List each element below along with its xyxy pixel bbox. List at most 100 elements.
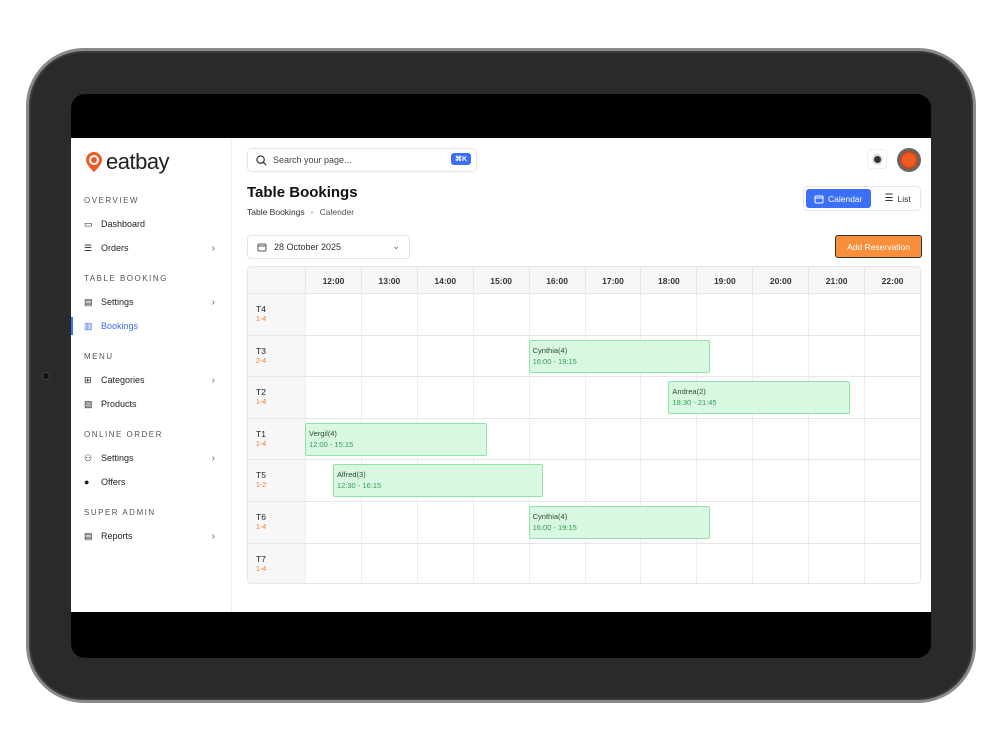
table-row: T5 1-2 [248, 460, 920, 502]
table-row: T3 2-4 [248, 335, 920, 378]
breadcrumb-item[interactable]: Table Bookings [247, 207, 305, 217]
sun-icon [873, 155, 881, 163]
table-capacity: 1-4 [256, 316, 267, 323]
table-name: T4 [256, 304, 266, 314]
camera [42, 372, 50, 380]
table-label: T6 1-4 [248, 502, 305, 543]
search-placeholder: Search your page... [273, 155, 352, 165]
chevron-right-icon: › [211, 296, 215, 308]
table-row: T1 1-4 [248, 418, 920, 461]
logo-pin-icon [86, 152, 102, 172]
sidebar-section-label: ONLINE ORDER [84, 430, 163, 439]
list-icon: ☰ [884, 193, 894, 204]
table-name: T7 [256, 553, 266, 564]
layout-icon: ▥ [84, 320, 93, 331]
breadcrumb-separator: • [310, 207, 314, 217]
sidebar-item-label: Settings [101, 453, 134, 463]
search-icon [256, 154, 267, 166]
booking-time: 12:30 - 16:15 [336, 481, 382, 491]
users-icon: ⚇ [84, 452, 93, 463]
booking-guest: Cynthia(4) [532, 345, 568, 355]
booking-block[interactable]: Cynthia(4) 16:00 - 19:15 [528, 506, 711, 539]
calendar-icon [814, 195, 824, 203]
booking-guest: Cynthia(4) [532, 512, 568, 521]
booking-calendar: 12:00 13:00 14:00 15:00 16:00 17:00 18:00 19:00… [247, 266, 921, 584]
hour-header: 16:00 [528, 267, 585, 294]
sidebar-item-settings[interactable]: ▤ Settings › [84, 290, 231, 314]
calendar-view-button[interactable]: Calendar [806, 189, 871, 208]
booking-block[interactable]: Cynthia(4) 16:00 - 19:15 [528, 339, 711, 373]
list-view-button[interactable]: ☰ List [877, 189, 919, 208]
view-toggle: Calendar ☰ List [803, 186, 921, 211]
table-name: T3 [256, 345, 266, 356]
table-label: T5 1-2 [248, 460, 305, 501]
sidebar-item-dashboard[interactable]: ▭ Dashboard [84, 212, 231, 236]
date-picker[interactable]: 28 October 2025 ⌄ [247, 235, 410, 259]
booking-block[interactable]: Vergil(4) 12:00 - 15:15 [305, 422, 487, 456]
booking-time: 16:00 - 19:15 [532, 356, 577, 366]
sidebar-item-bookings[interactable]: ▥ Bookings [71, 314, 231, 338]
booking-guest: Alfred(3) [336, 470, 366, 480]
sidebar-section-label: MENU [84, 352, 114, 361]
table-row: T6 1-4 [248, 502, 920, 544]
sidebar-item-label: Categories [101, 375, 145, 385]
sidebar-item-reports[interactable]: ▤ Reports › [84, 524, 231, 548]
grid-line [640, 294, 642, 583]
list-view-label: List [897, 193, 911, 204]
table-row: T7 1-4 [248, 543, 920, 583]
avatar[interactable] [897, 148, 921, 172]
sidebar-item-orders[interactable]: ☰ Orders › [84, 236, 231, 260]
theme-toggle-button[interactable] [867, 149, 887, 169]
sidebar-item-categories[interactable]: ⊞ Categories › [84, 368, 231, 392]
booking-block[interactable]: Alfred(3) 12:30 - 16:15 [332, 464, 543, 498]
chevron-right-icon: › [211, 452, 215, 464]
calendar-view-label: Calendar [828, 193, 863, 204]
hour-header: 21:00 [808, 267, 864, 294]
booking-block[interactable]: Andrea(2) 18:30 - 21:45 [668, 381, 851, 415]
hour-header: 14:00 [416, 267, 473, 294]
search-input[interactable]: Search your page... ⌘K [247, 148, 477, 172]
hour-header: 15:00 [472, 267, 529, 294]
booking-time: 18:30 - 21:45 [672, 398, 717, 408]
grid-line [528, 294, 530, 583]
chevron-right-icon: › [211, 530, 215, 542]
shortcut-badge: ⌘K [450, 153, 471, 165]
sidebar: eatbay OVERVIEW ▭ Dashboard ☰ Orders › TABLE B… [71, 138, 232, 612]
report-icon: ▤ [84, 530, 93, 541]
avatar-logo-icon [900, 151, 918, 169]
page-title: Table Bookings [247, 184, 358, 201]
calendar-header: 12:00 13:00 14:00 15:00 16:00 17:00 18:00 19:00… [248, 267, 920, 294]
badge-icon: ● [84, 476, 90, 487]
sidebar-item-products[interactable]: ▧ Products [84, 392, 231, 416]
table-capacity: 1-4 [256, 565, 267, 573]
sidebar-item-label: Products [101, 399, 137, 409]
table-row: T4 1-4 [248, 294, 920, 336]
sidebar-section-label: TABLE BOOKING [84, 274, 168, 283]
sidebar-item-settings[interactable]: ⚇ Settings › [84, 446, 231, 470]
breadcrumb-current: Calender [319, 207, 355, 217]
clipboard-icon: ▤ [84, 296, 93, 307]
table-name: T5 [256, 470, 266, 481]
grid-line [864, 294, 866, 583]
hour-header: 19:00 [696, 267, 752, 294]
sidebar-item-label: Offers [101, 477, 126, 487]
logo[interactable]: eatbay [84, 149, 231, 174]
breadcrumb: Table Bookings • Calender [247, 207, 354, 217]
folder-icon: ▭ [84, 218, 93, 229]
grid-line [808, 294, 810, 583]
booking-guest: Andrea(2) [672, 387, 706, 397]
booking-time: 12:00 - 15:15 [309, 439, 354, 449]
hour-header: 12:00 [305, 267, 361, 294]
table-name: T6 [256, 512, 266, 522]
chevron-right-icon: › [211, 242, 215, 254]
image-icon: ▧ [84, 398, 93, 409]
add-reservation-button[interactable]: Add Reservation [835, 235, 922, 258]
hour-header: 18:00 [640, 267, 696, 294]
sidebar-section-label: SUPER ADMIN [84, 508, 156, 517]
sidebar-item-offers[interactable]: ● Offers [84, 470, 231, 494]
table-name: T2 [256, 387, 266, 398]
grid-icon: ⊞ [84, 374, 92, 385]
table-capacity: 1-4 [256, 440, 267, 448]
grid-line [752, 294, 754, 583]
table-label: T7 1-4 [248, 543, 305, 583]
